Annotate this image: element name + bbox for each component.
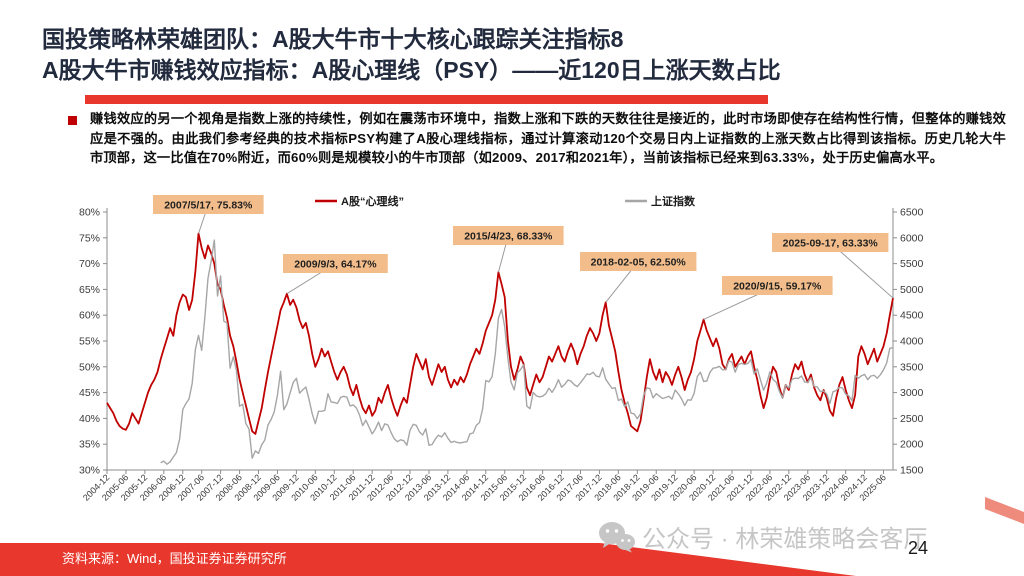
page-title-line1: 国投策略林荣雄团队：A股大牛市十大核心跟踪关注指标8 xyxy=(42,26,624,52)
bullet-square-icon xyxy=(68,116,77,125)
y-right-tick-label: 3000 xyxy=(900,387,924,399)
page-title: 国投策略林荣雄团队：A股大牛市十大核心跟踪关注指标8 A股大牛市赚钱效应指标：A… xyxy=(42,24,781,86)
annotation-box xyxy=(453,226,564,245)
annotation-box xyxy=(153,195,264,214)
chart-annotation: 2007/5/17, 75.83% xyxy=(153,195,264,234)
annotation-label: 2018-02-05, 62.50% xyxy=(591,257,687,269)
y-right-tick-label: 3500 xyxy=(900,361,924,373)
y-right-tick-label: 6000 xyxy=(900,232,924,244)
chart-annotation: 2025-09-17, 63.33% xyxy=(772,233,894,299)
annotation-label: 2009/9/3, 64.17% xyxy=(294,259,377,271)
page-title-line2: A股大牛市赚钱效应指标：A股心理线（PSY）——近120日上涨天数占比 xyxy=(42,57,781,83)
annotation-box xyxy=(772,233,889,252)
chart-annotation: 2020/9/15, 59.17% xyxy=(703,276,833,320)
y-right-tick-label: 4000 xyxy=(900,336,924,348)
y-left-tick-label: 70% xyxy=(79,258,100,270)
y-right-tick-label: 4500 xyxy=(900,310,924,322)
annotation-label: 2015/4/23, 68.33% xyxy=(464,231,553,243)
y-right-tick-label: 2000 xyxy=(900,439,924,451)
y-left-tick-label: 75% xyxy=(79,232,100,244)
chart-legend: A股“心理线” 上证指数 xyxy=(315,194,696,208)
sse-index-series xyxy=(160,239,894,465)
y-right-tick-label: 6500 xyxy=(900,207,924,219)
y-left-tick-label: 35% xyxy=(79,439,100,451)
annotation-box xyxy=(283,254,388,273)
chart-annotation: 2015/4/23, 68.33% xyxy=(453,226,564,273)
y-left-tick-label: 50% xyxy=(79,361,100,373)
legend-label: 上证指数 xyxy=(651,194,696,208)
chart-annotation: 2009/9/3, 64.17% xyxy=(283,254,388,295)
wechat-icon xyxy=(599,521,635,552)
y-left-tick-label: 65% xyxy=(79,284,100,296)
y-right-tick-label: 5000 xyxy=(900,284,924,296)
annotation-box xyxy=(580,252,697,271)
annotation-box xyxy=(722,276,833,295)
y-left-tick-label: 40% xyxy=(79,413,100,425)
legend-label: A股“心理线” xyxy=(341,194,404,208)
footer-decoration xyxy=(0,497,1024,576)
psy-line-series xyxy=(106,232,894,435)
chart-annotation: 2018-02-05, 62.50% xyxy=(580,252,697,303)
watermark-text: 公众号 · 林荣雄策略会客厅 xyxy=(642,526,928,553)
watermark: 公众号 · 林荣雄策略会客厅 xyxy=(598,519,927,554)
page-number: 24 xyxy=(908,538,929,558)
y-left-tick-label: 60% xyxy=(79,310,100,322)
y-left-tick-label: 30% xyxy=(79,465,100,477)
commentary-paragraph: 赚钱效应的另一个视角是指数上涨的持续性，例如在震荡市环境中，指数上涨和下跌的天数… xyxy=(90,111,1006,165)
footer-red-banner xyxy=(0,543,856,576)
corner-red-stripe xyxy=(985,497,1024,524)
source-note: 资料来源：Wind，国投证券证券研究所 xyxy=(62,551,287,566)
y-left-tick-label: 45% xyxy=(79,387,100,399)
annotation-label: 2025-09-17, 63.33% xyxy=(783,238,879,250)
y-right-tick-label: 2500 xyxy=(900,413,924,425)
title-underline-bar xyxy=(85,95,768,104)
y-left-tick-label: 55% xyxy=(79,336,100,348)
y-left-tick-label: 80% xyxy=(79,207,100,219)
annotation-label: 2007/5/17, 75.83% xyxy=(164,200,253,212)
y-right-tick-label: 5500 xyxy=(900,258,924,270)
y-right-tick-label: 1500 xyxy=(900,465,924,477)
annotation-label: 2020/9/15, 59.17% xyxy=(733,281,822,293)
